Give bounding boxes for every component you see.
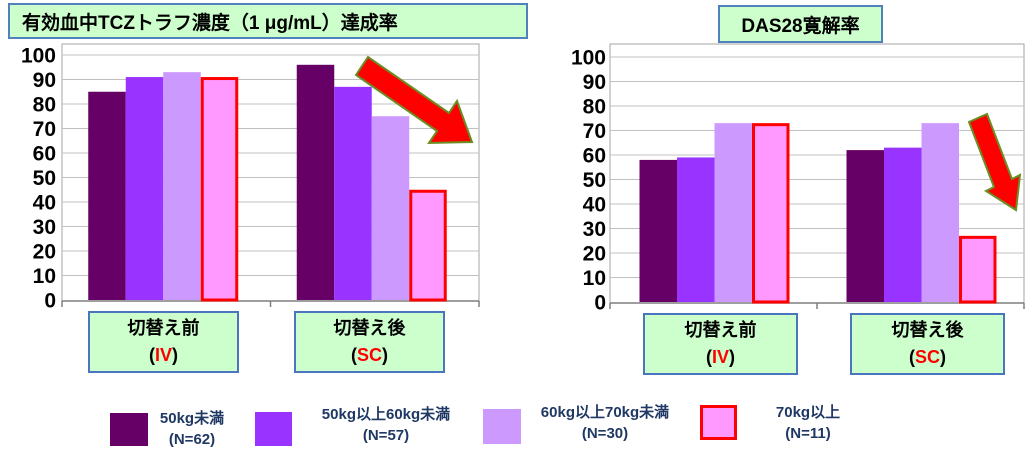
bar-series-1-category-0 [677,157,715,302]
route-bracket-open: ( [148,345,155,365]
bar-series-0-category-0 [88,91,126,300]
route-label: (IV) [706,344,735,371]
category-box-before-switch: 切替え前 (IV) [88,311,239,373]
legend-swatch [483,409,521,444]
bar-series-0-category-1 [296,64,335,300]
bar-series-3-category-0 [752,123,790,304]
legend-swatch [700,405,737,440]
route-bracket-close: ) [382,345,388,365]
legend-label: 60kg以上70kg未満 (N=30) [522,402,688,444]
bar-series-2-category-1 [371,116,410,300]
bar-series-1-category-1 [884,147,922,302]
category-box-before-switch: 切替え前 (IV) [643,313,798,375]
decrease-arrow-icon [967,112,1022,212]
y-tick-label: 20 [583,243,606,266]
route-code: SC [356,345,382,365]
y-tick-label: 70 [583,120,606,143]
y-tick-label: 100 [571,47,606,70]
legend-series-name: 70kg以上 [775,404,841,421]
category-box-after-switch: 切替え後 (SC) [850,313,1005,375]
route-label: (SC) [351,342,388,369]
route-bracket-close: ) [172,345,178,365]
legend-label: 70kg以上 (N=11) [764,402,852,444]
y-tick-label: 80 [33,94,56,117]
chart-title-box: DAS28寛解率 [718,5,883,43]
legend-swatch [255,412,292,446]
bar-series-2-category-0 [163,72,201,301]
bar-series-0-category-1 [846,150,884,302]
bar-series-0-category-0 [639,159,677,302]
category-label: 切替え後 [333,318,406,338]
legend-label: 50kg以上60kg未満 (N=57) [303,404,469,446]
y-tick-label: 50 [583,169,606,192]
chart-title-box: 有効血中TCZトラフ濃度（1 μg/mL）達成率 [8,3,528,39]
bar-series-3-category-1 [959,235,997,304]
category-box-after-switch: 切替え後 (SC) [294,311,445,373]
y-tick-label: 100 [21,45,56,68]
category-label: 切替え後 [891,320,964,340]
y-tick-label: 0 [44,290,56,313]
y-tick-label: 30 [33,216,56,239]
bar-series-1-category-0 [125,77,164,300]
chart-title: 有効血中TCZトラフ濃度（1 μg/mL）達成率 [22,12,398,34]
legend-swatch [110,413,148,446]
legend-series-name: 50kg未満 [159,410,225,427]
legend-series-count: (N=62) [168,431,216,448]
category-label: 切替え前 [127,318,200,338]
bar-series-3-category-0 [200,77,239,302]
y-tick-label: 60 [583,145,606,168]
y-tick-label: 90 [583,71,606,94]
bar-series-3-category-1 [409,189,447,302]
legend-series-count: (N=57) [362,427,410,444]
route-label: (IV) [149,342,178,369]
y-tick-label: 40 [583,194,606,217]
route-label: (SC) [909,344,946,371]
route-code: IV [711,347,729,367]
y-tick-label: 10 [33,265,56,288]
y-tick-label: 0 [594,292,606,315]
bar-series-2-category-1 [921,123,959,303]
route-bracket-close: ) [940,347,946,367]
route-bracket-open: ( [705,347,712,367]
route-bracket-open: ( [908,347,915,367]
decrease-arrow-icon [354,55,474,145]
y-tick-label: 90 [33,69,56,92]
legend-series-count: (N=30) [581,425,629,442]
y-tick-label: 10 [583,267,606,290]
bar-series-1-category-1 [334,86,372,300]
bar-series-2-category-0 [714,123,752,303]
y-tick-label: 20 [33,241,56,264]
route-bracket-open: ( [350,345,357,365]
y-tick-label: 70 [33,118,56,141]
legend-series-count: (N=11) [785,425,831,442]
legend-series-name: 50kg以上60kg未満 [321,406,451,423]
legend-series-name: 60kg以上70kg未満 [540,404,670,421]
chart-title: DAS28寛解率 [741,15,860,37]
y-tick-label: 60 [33,143,56,166]
route-bracket-close: ) [729,347,735,367]
y-tick-label: 80 [583,96,606,119]
route-code: IV [154,345,172,365]
route-code: SC [914,347,940,367]
category-label: 切替え前 [684,320,757,340]
legend-label: 50kg未満 (N=62) [150,408,234,450]
y-tick-label: 50 [33,167,56,190]
y-tick-label: 30 [583,218,606,241]
y-tick-label: 40 [33,192,56,215]
